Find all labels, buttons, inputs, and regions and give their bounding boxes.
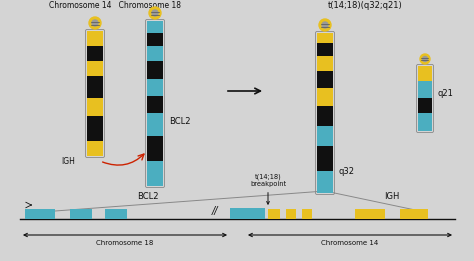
Bar [418,98,432,113]
Text: BCL2: BCL2 [137,192,159,201]
Circle shape [420,54,430,64]
Bar [317,88,333,106]
Bar [147,79,163,96]
Bar [230,208,265,219]
Bar [317,56,333,71]
Bar [400,209,428,219]
Bar [87,61,103,76]
Bar [87,31,103,46]
Circle shape [149,7,161,19]
Bar [70,209,92,219]
Bar [147,113,163,136]
Bar [317,171,333,193]
Bar [317,33,333,43]
Text: q32: q32 [339,167,355,175]
Circle shape [89,17,101,29]
Bar [317,71,333,88]
Bar [87,98,103,116]
Text: IGH: IGH [61,157,75,165]
Text: //: // [212,206,218,216]
Bar [418,81,432,98]
Bar [105,209,127,219]
Text: Chromosome 18: Chromosome 18 [96,240,154,246]
Bar [25,209,55,219]
Bar [87,46,103,61]
Bar [317,43,333,56]
Bar [317,146,333,171]
Bar [418,66,432,81]
Text: Chromosome 14: Chromosome 14 [321,240,379,246]
Bar [302,209,312,219]
Bar [286,209,296,219]
Bar [317,126,333,146]
Text: BCL2: BCL2 [169,116,191,126]
Bar [87,141,103,156]
Bar [147,136,163,161]
Bar [147,61,163,79]
Bar [147,161,163,186]
Text: Chromosome 14   Chromosome 18: Chromosome 14 Chromosome 18 [49,2,181,10]
Text: q21: q21 [438,88,454,98]
Bar [147,46,163,61]
Circle shape [422,56,428,62]
Bar [147,21,163,33]
Circle shape [152,10,158,16]
Bar [418,113,432,131]
Bar [147,96,163,113]
Bar [87,116,103,141]
Bar [355,209,385,219]
Circle shape [319,19,331,31]
Text: IGH: IGH [384,192,400,201]
Bar [147,33,163,46]
Text: t(14;18)
breakpoint: t(14;18) breakpoint [250,174,286,204]
Circle shape [322,22,328,28]
Text: t(14;18)(q32;q21): t(14;18)(q32;q21) [328,2,402,10]
Bar [317,106,333,126]
Circle shape [92,20,98,26]
Bar [268,209,280,219]
Bar [87,76,103,98]
